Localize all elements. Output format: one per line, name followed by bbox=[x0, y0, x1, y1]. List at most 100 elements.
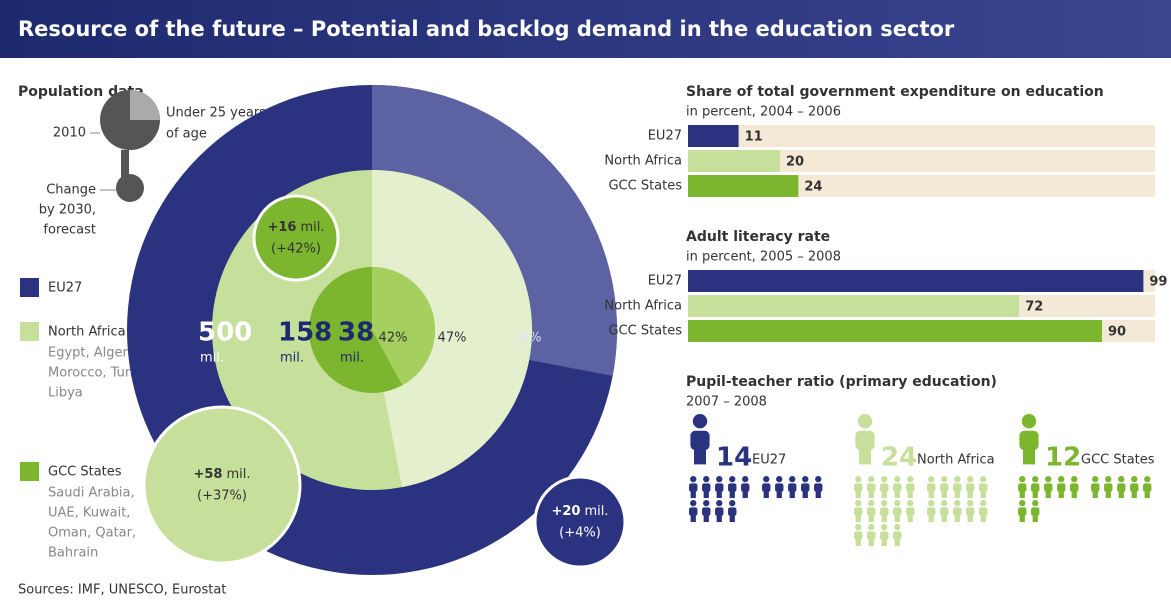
person-legs bbox=[1058, 490, 1064, 499]
person-body bbox=[1018, 483, 1027, 492]
person-head bbox=[894, 500, 901, 507]
person-body bbox=[893, 507, 902, 516]
person-legs bbox=[729, 490, 735, 499]
person-legs bbox=[967, 514, 973, 523]
under25-wedge bbox=[372, 267, 436, 386]
person-body bbox=[801, 483, 810, 492]
bar-value: 90 bbox=[1108, 325, 1126, 340]
pupil-category: North Africa bbox=[917, 453, 995, 468]
person-head bbox=[716, 476, 723, 483]
person-legs bbox=[1105, 490, 1111, 499]
person-body bbox=[1070, 483, 1079, 492]
person-legs bbox=[716, 490, 722, 499]
person-legs bbox=[1144, 490, 1150, 499]
person-head bbox=[703, 476, 710, 483]
person-legs bbox=[776, 490, 782, 499]
person-legs bbox=[954, 514, 960, 523]
person-body bbox=[867, 507, 876, 516]
bar-background bbox=[688, 175, 1155, 197]
under25-label: 42% bbox=[379, 331, 408, 346]
person-legs bbox=[1118, 490, 1124, 499]
person-head bbox=[894, 524, 901, 531]
person-body bbox=[1044, 483, 1053, 492]
under25-label: 28% bbox=[513, 331, 542, 346]
person-legs bbox=[928, 514, 934, 523]
person-legs bbox=[690, 490, 696, 499]
person-head bbox=[815, 476, 822, 483]
population-unit: mil. bbox=[280, 351, 304, 366]
person-body bbox=[867, 483, 876, 492]
person-head bbox=[776, 476, 783, 483]
bar-subtitle: in percent, 2005 – 2008 bbox=[686, 250, 841, 265]
person-head bbox=[855, 500, 862, 507]
header-bar bbox=[0, 0, 1171, 58]
population-value: 38 bbox=[338, 318, 374, 348]
person-legs bbox=[855, 538, 861, 547]
person-legs bbox=[980, 514, 986, 523]
person-head bbox=[1032, 500, 1039, 507]
person-legs bbox=[980, 490, 986, 499]
person-body bbox=[1057, 483, 1066, 492]
person-head bbox=[729, 500, 736, 507]
legend-description: UAE, Kuwait, bbox=[48, 506, 130, 521]
person-head bbox=[881, 476, 888, 483]
person-head bbox=[907, 500, 914, 507]
person-legs bbox=[894, 514, 900, 523]
person-head bbox=[881, 500, 888, 507]
person-body bbox=[953, 483, 962, 492]
pupil-icons bbox=[689, 476, 823, 523]
person-head bbox=[941, 476, 948, 483]
person-body bbox=[893, 483, 902, 492]
pupil-icons bbox=[1018, 476, 1152, 523]
population-value: 500 bbox=[198, 318, 252, 348]
person-legs bbox=[941, 490, 947, 499]
key-under25: of age bbox=[166, 127, 207, 142]
person-head bbox=[1131, 476, 1138, 483]
under25-wedge bbox=[372, 170, 532, 488]
legend-swatch bbox=[20, 278, 39, 297]
bar-category: EU27 bbox=[648, 129, 682, 144]
person-body bbox=[1091, 483, 1100, 492]
person-head bbox=[1019, 500, 1026, 507]
person-head bbox=[980, 500, 987, 507]
population-value: 158 bbox=[278, 318, 332, 348]
person-legs bbox=[941, 514, 947, 523]
person-head bbox=[855, 524, 862, 531]
person-legs bbox=[1045, 490, 1051, 499]
person-legs bbox=[868, 490, 874, 499]
person-body bbox=[715, 507, 724, 516]
person-body bbox=[702, 483, 711, 492]
person-head bbox=[907, 476, 914, 483]
bar-title: Adult literacy rate bbox=[686, 229, 830, 245]
bar-category: EU27 bbox=[648, 274, 682, 289]
person-head bbox=[868, 524, 875, 531]
person-body bbox=[715, 483, 724, 492]
person-head bbox=[928, 476, 935, 483]
pupil-value: 12 bbox=[1045, 443, 1081, 473]
person-body bbox=[940, 483, 949, 492]
legend-name: North Africa bbox=[48, 325, 126, 340]
person-head bbox=[692, 414, 708, 429]
bar bbox=[688, 270, 1144, 292]
person-head bbox=[1144, 476, 1151, 483]
change-label: +20 mil. bbox=[551, 504, 608, 519]
person-head bbox=[954, 500, 961, 507]
person-body bbox=[1143, 483, 1152, 492]
person-head bbox=[868, 500, 875, 507]
person-legs bbox=[703, 514, 709, 523]
person-legs bbox=[1032, 514, 1038, 523]
under25-label: 47% bbox=[438, 331, 467, 346]
legend-description: Egypt, Algeria, bbox=[48, 346, 144, 361]
person-legs bbox=[855, 514, 861, 523]
person-head bbox=[1045, 476, 1052, 483]
bar bbox=[688, 175, 799, 197]
bar-background bbox=[688, 125, 1155, 147]
person-legs bbox=[881, 490, 887, 499]
bar-value: 24 bbox=[804, 180, 822, 195]
person-head bbox=[1032, 476, 1039, 483]
change-value: +16 bbox=[267, 220, 296, 235]
legend-name: EU27 bbox=[48, 281, 82, 296]
bar-category: GCC States bbox=[608, 179, 682, 194]
teacher-icon bbox=[855, 414, 875, 465]
person-head bbox=[868, 476, 875, 483]
